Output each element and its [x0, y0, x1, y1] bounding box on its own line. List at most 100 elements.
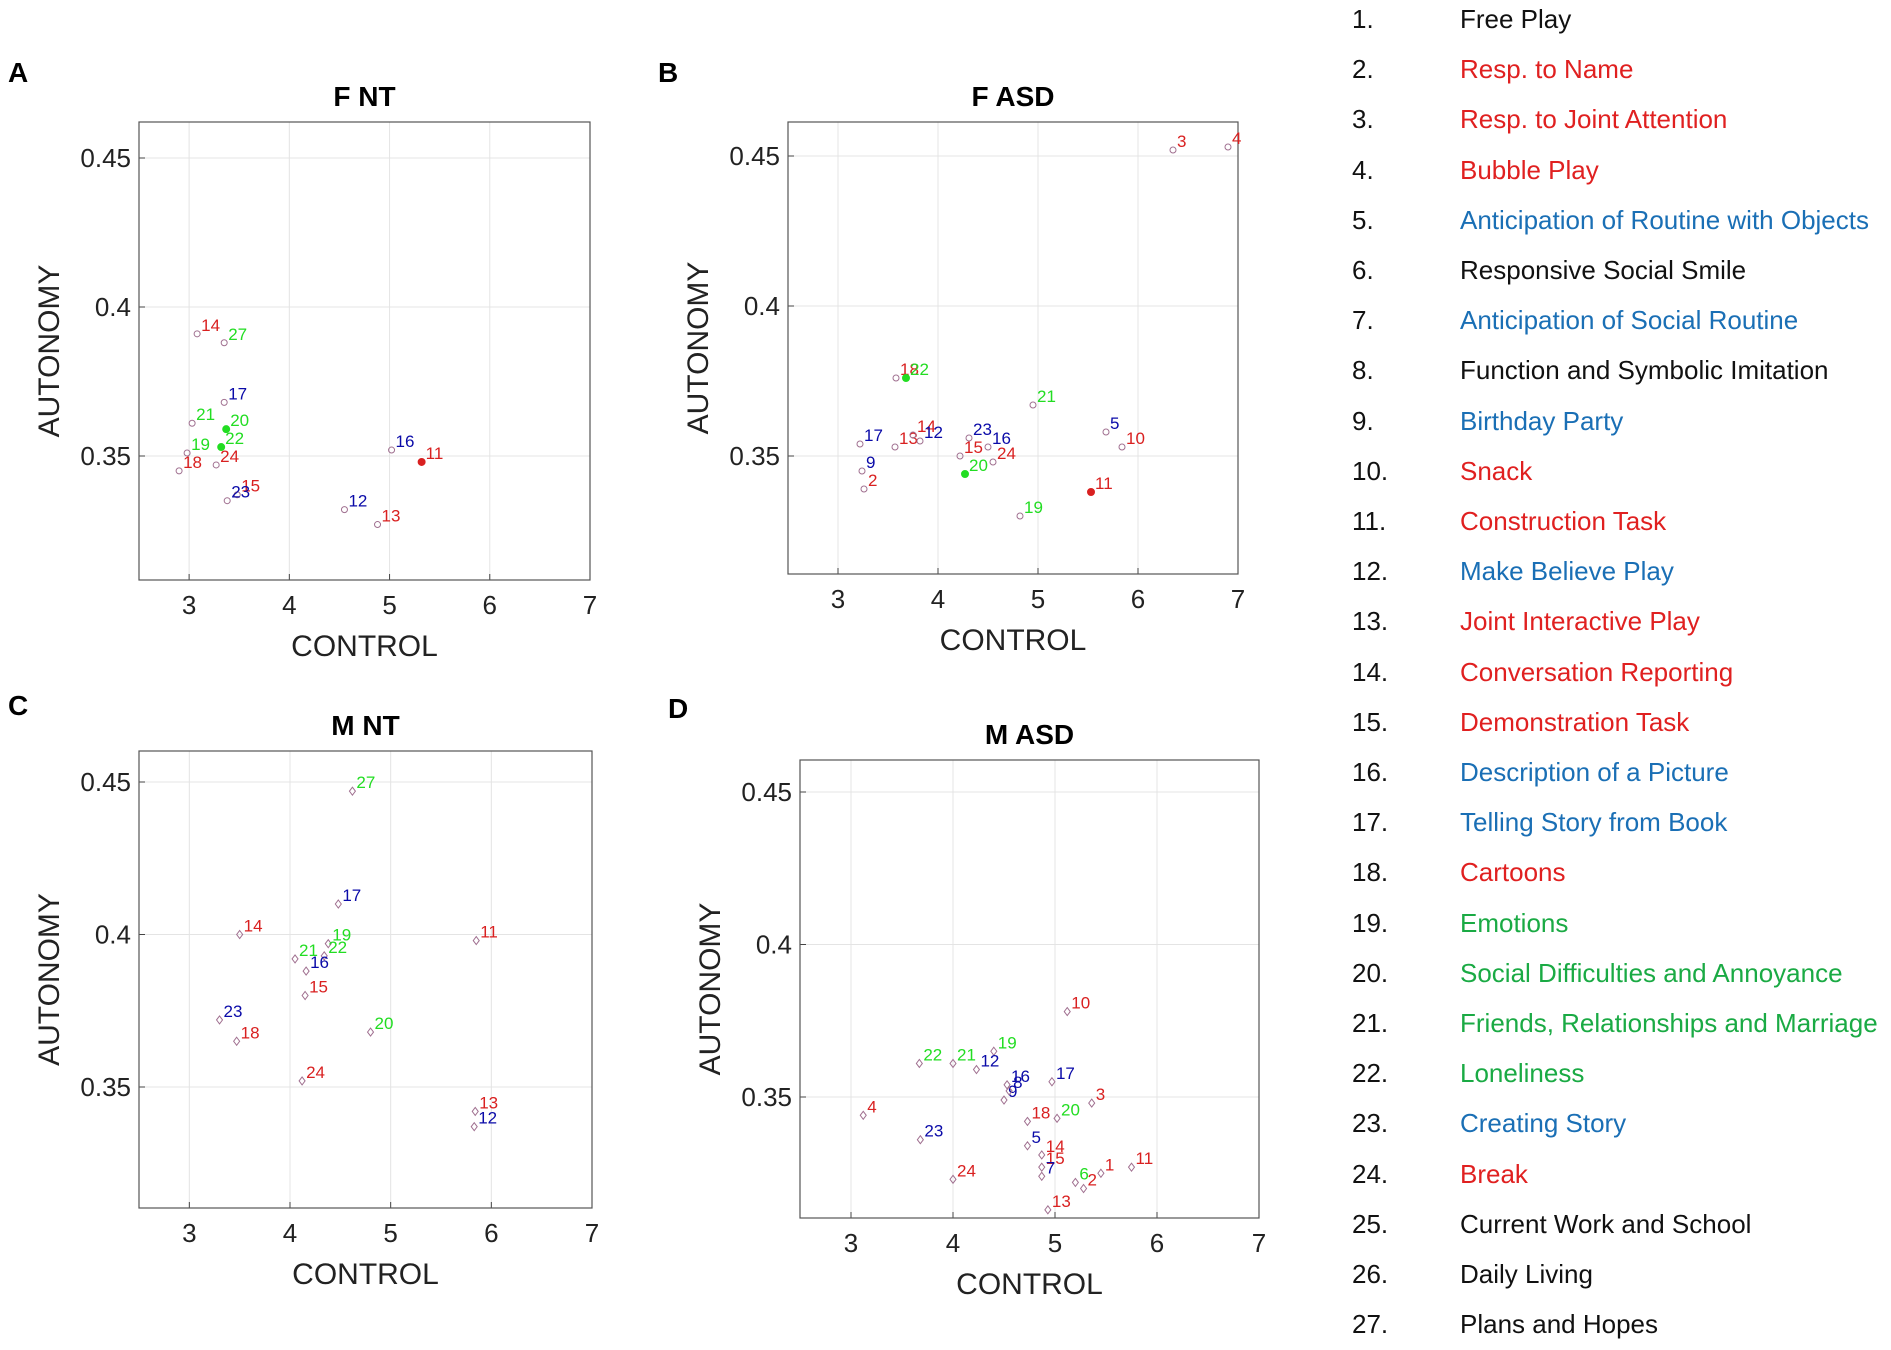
data-label: 6 [1079, 1164, 1088, 1183]
legend-number: 2. [1352, 54, 1374, 85]
x-axis-label: CONTROL [292, 1258, 439, 1291]
data-point [949, 1174, 957, 1185]
legend-number: 13. [1352, 606, 1389, 637]
panel-A: A 3 4 5 6 7 0.35 0.4 0.45 F NT CONTROL AUTONOMY 14 27… [8, 57, 597, 663]
legend-number: 8. [1352, 355, 1374, 386]
y-tick-label: 0.35 [80, 441, 131, 471]
data-point [1044, 1205, 1052, 1215]
data-label: 20 [230, 411, 249, 430]
data-point [984, 443, 992, 451]
data-label: 20 [969, 456, 988, 475]
data-point [348, 786, 357, 796]
data-point [222, 425, 231, 434]
data-label: 4 [867, 1097, 876, 1116]
data-point [1053, 1113, 1061, 1124]
data-label: 4 [1232, 129, 1241, 148]
data-label: 23 [224, 1002, 243, 1021]
data-point [188, 419, 196, 427]
data-label: 18 [241, 1023, 260, 1042]
data-label: 15 [1046, 1149, 1065, 1168]
data-label: 14 [1046, 1137, 1065, 1156]
data-point [291, 954, 299, 964]
data-label: 17 [1056, 1064, 1075, 1083]
panel-letter: A [8, 57, 28, 88]
data-point [1224, 143, 1232, 151]
data-point [298, 1076, 306, 1086]
x-tick-label: 6 [1131, 584, 1145, 614]
legend-label: Cartoons [1460, 857, 1566, 888]
data-label: 3 [1096, 1085, 1105, 1104]
data-point [324, 938, 332, 949]
data-label: 20 [375, 1014, 394, 1033]
data-label: 21 [957, 1045, 976, 1064]
legend-number: 14. [1352, 656, 1389, 687]
data-label: 24 [220, 447, 239, 466]
x-tick-label: 5 [1048, 1228, 1062, 1258]
legend-label: Friends, Relationships and Marriage [1460, 1008, 1878, 1038]
data-label: 23 [924, 1122, 943, 1141]
legend-number: 3. [1352, 104, 1374, 135]
legend-label: Creating Story [1460, 1108, 1627, 1139]
legend-number: 26. [1352, 1259, 1389, 1289]
panel-B: B 3 4 5 6 7 0.35 0.4 0.45 F ASD CONTROL AUTONOMY 3 4 1… [658, 57, 1245, 657]
data-point [472, 935, 480, 946]
data-point [1063, 1006, 1071, 1017]
data-point [892, 374, 900, 382]
y-axis-label: AUTONOMY [33, 893, 66, 1066]
panel-letter: D [668, 693, 688, 724]
x-axis-label: CONTROL [956, 1268, 1103, 1301]
data-label: 12 [924, 423, 943, 442]
data-label: 18 [1031, 1103, 1050, 1122]
data-label: 10 [1126, 429, 1145, 448]
legend-label: Bubble Play [1460, 154, 1599, 185]
data-point [916, 1134, 924, 1145]
x-tick-label: 6 [1150, 1228, 1164, 1258]
data-point [965, 434, 973, 442]
plot-frame [787, 121, 1239, 575]
data-point [212, 461, 220, 469]
data-label: 14 [917, 417, 936, 436]
data-point [1005, 1086, 1013, 1096]
data-point [949, 1058, 957, 1069]
plot-frame [138, 750, 593, 1209]
legend-label: Emotions [1460, 907, 1569, 938]
panel-C: C 3 4 5 6 7 0.35 0.4 0.45 M NT CONTROL AUTONOMY 27 17… [8, 690, 599, 1291]
legend-number: 25. [1352, 1208, 1389, 1239]
legend-number: 10. [1352, 455, 1389, 486]
data-label: 17 [864, 426, 883, 445]
data-point [956, 452, 964, 460]
panel-letter: B [658, 57, 678, 88]
legend-label: Resp. to Joint Attention [1460, 104, 1728, 135]
data-label: 19 [191, 435, 210, 454]
data-point [1048, 1076, 1056, 1087]
data-point [1102, 428, 1110, 436]
chart-title: M ASD [985, 719, 1074, 750]
data-label: 12 [980, 1052, 999, 1071]
data-point [193, 330, 201, 338]
data-label: 14 [201, 316, 220, 335]
x-tick-label: 4 [931, 584, 945, 614]
legend-number: 16. [1352, 757, 1389, 787]
x-tick-label: 5 [1031, 584, 1045, 614]
legend-label: Telling Story from Book [1460, 807, 1728, 838]
data-point [1118, 443, 1126, 451]
plot-frame [799, 759, 1260, 1219]
x-tick-label: 3 [182, 1218, 196, 1248]
legend-label: Make Believe Play [1460, 556, 1674, 587]
x-tick-label: 3 [831, 584, 845, 614]
data-label: 15 [964, 438, 983, 457]
data-label: 9 [1008, 1082, 1017, 1101]
data-point [902, 374, 910, 382]
data-point [1038, 1150, 1046, 1160]
y-tick-label: 0.4 [744, 291, 780, 321]
legend-label: Demonstration Task [1460, 706, 1690, 737]
data-label: 11 [1136, 1149, 1154, 1168]
x-axis-label: CONTROL [291, 630, 438, 663]
data-label: 5 [1031, 1128, 1040, 1147]
y-tick-label: 0.45 [80, 143, 131, 173]
data-point [1016, 512, 1024, 520]
chart-title: M NT [331, 710, 399, 741]
data-label: 24 [997, 444, 1016, 463]
legend-number: 1. [1352, 4, 1374, 34]
